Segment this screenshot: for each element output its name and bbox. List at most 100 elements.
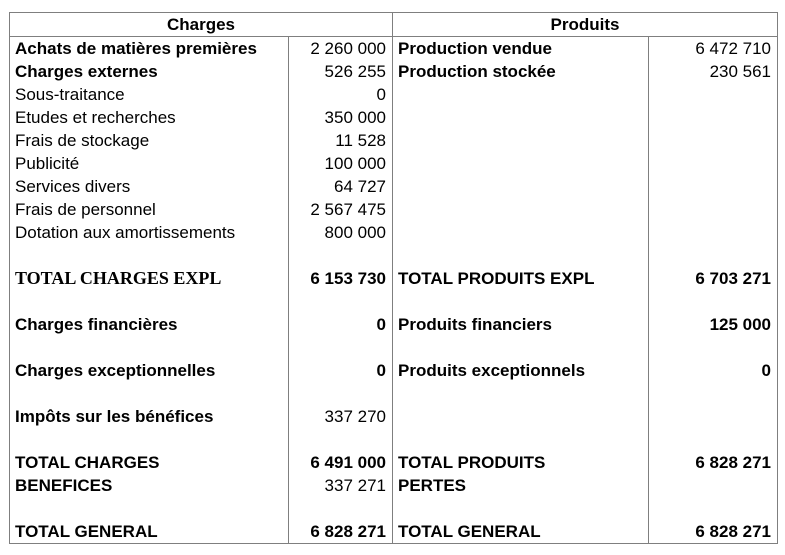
charges-label-cell: Charges financières: [9, 313, 289, 336]
charges-label-cell: Frais de stockage: [9, 129, 289, 152]
charges-value-cell: 350 000: [288, 106, 393, 129]
produits-header: Produits: [392, 12, 778, 37]
charges-label-cell: Dotation aux amortissements: [9, 221, 289, 244]
charges-label-cell: Services divers: [9, 175, 289, 198]
produits-value-cell: [649, 198, 778, 221]
charges-label-cell: Charges exceptionnelles: [9, 359, 289, 382]
charges-label-cell: Achats de matières premières: [9, 36, 289, 60]
charges-value-cell: 526 255: [288, 60, 393, 83]
charges-label-cell: BENEFICES: [9, 474, 289, 497]
charges-label-cell: [9, 244, 289, 267]
row-charges-externes: Charges externes 526 255 Production stoc…: [9, 60, 778, 83]
charges-label-cell: Charges externes: [9, 60, 289, 83]
charges-label-cell: [9, 382, 289, 405]
produits-value-cell: [649, 290, 778, 313]
produits-value-cell: 125 000: [709, 314, 772, 334]
produits-value-cell: [649, 497, 778, 520]
charges-value-cell: [288, 336, 393, 359]
charges-value-cell: 0: [288, 359, 393, 382]
charges-value-cell: [288, 382, 393, 405]
produits-value-cell: 230 561: [709, 61, 772, 81]
row-total-general: TOTAL GENERAL 6 828 271 TOTAL GENERAL 6 …: [9, 520, 778, 544]
header-row: Charges Produits: [9, 12, 778, 37]
charges-label-cell: Impôts sur les bénéfices: [9, 405, 289, 428]
charges-label-cell: [9, 428, 289, 451]
charges-label-cell: TOTAL CHARGES EXPL: [9, 267, 289, 290]
produits-label-cell: [392, 198, 649, 221]
produits-value-cell: [649, 83, 778, 106]
produits-value-cell: [649, 336, 778, 359]
produits-label-cell: [392, 83, 649, 106]
produits-label-cell: [392, 106, 649, 129]
charges-value-cell: 2 260 000: [288, 36, 393, 60]
row-financier: Charges financières 0 Produits financier…: [9, 313, 778, 336]
row-exceptionnel: Charges exceptionnelles 0 Produits excep…: [9, 359, 778, 382]
charges-value-cell: [288, 244, 393, 267]
produits-value-cell: [649, 382, 778, 405]
produits-label-cell: [392, 290, 649, 313]
charges-label-cell: TOTAL GENERAL: [9, 520, 289, 544]
charges-label-cell: [9, 336, 289, 359]
produits-value-cell: 6 828 271: [695, 521, 772, 541]
charges-value-cell: [288, 497, 393, 520]
spacer-row: [9, 290, 778, 313]
produits-value-cell: 0: [761, 360, 772, 380]
charges-value-cell: 337 270: [288, 405, 393, 428]
charges-label-cell: [9, 497, 289, 520]
row-sous-traitance: Sous-traitance 0: [9, 83, 778, 106]
spacer-row: [9, 336, 778, 359]
produits-value-cell: 6 703 271: [695, 268, 772, 288]
produits-value-cell: [649, 405, 778, 428]
charges-value-cell: [288, 428, 393, 451]
produits-label-cell: PERTES: [392, 474, 649, 497]
charges-value-cell: 800 000: [288, 221, 393, 244]
produits-label-cell: Produits exceptionnels: [392, 359, 649, 382]
charges-label-cell: TOTAL CHARGES: [9, 451, 289, 474]
produits-value-cell: [649, 221, 778, 244]
row-achats-matieres: Achats de matières premières 2 260 000 P…: [9, 36, 778, 60]
produits-value-cell: [649, 428, 778, 451]
produits-label-cell: [392, 175, 649, 198]
produits-value-cell: [649, 244, 778, 267]
charges-label-cell: Frais de personnel: [9, 198, 289, 221]
produits-label-cell: Production stockée: [392, 60, 649, 83]
spacer-row: [9, 428, 778, 451]
produits-label-cell: [392, 244, 649, 267]
charges-label-cell: Sous-traitance: [9, 83, 289, 106]
produits-value-cell: [649, 129, 778, 152]
row-services-divers: Services divers 64 727: [9, 175, 778, 198]
produits-label-cell: TOTAL PRODUITS: [392, 451, 649, 474]
row-frais-personnel: Frais de personnel 2 567 475: [9, 198, 778, 221]
charges-value-cell: 337 271: [288, 474, 393, 497]
produits-label-cell: Production vendue: [392, 36, 649, 60]
charges-value-cell: 100 000: [288, 152, 393, 175]
row-impots-benefices: Impôts sur les bénéfices 337 270: [9, 405, 778, 428]
row-total-charges-produits: TOTAL CHARGES 6 491 000 TOTAL PRODUITS 6…: [9, 451, 778, 474]
produits-value-cell: [649, 106, 778, 129]
charges-value-cell: 0: [288, 313, 393, 336]
charges-value-cell: 64 727: [288, 175, 393, 198]
produits-label-cell: [392, 382, 649, 405]
produits-label-cell: [392, 152, 649, 175]
income-statement-table: Charges Produits Achats de matières prem…: [9, 12, 779, 544]
charges-header: Charges: [9, 12, 393, 37]
spacer-row: [9, 244, 778, 267]
charges-value-cell: 6 491 000: [288, 451, 393, 474]
row-publicite: Publicité 100 000: [9, 152, 778, 175]
charges-label-cell: Publicité: [9, 152, 289, 175]
produits-value-cell: [649, 152, 778, 175]
spacer-row: [9, 382, 778, 405]
charges-value-cell: 0: [288, 83, 393, 106]
charges-value-cell: [288, 290, 393, 313]
row-dotation-amortissements: Dotation aux amortissements 800 000: [9, 221, 778, 244]
produits-label-cell: [392, 428, 649, 451]
produits-label-cell: TOTAL GENERAL: [392, 520, 649, 544]
produits-value-cell: [649, 175, 778, 198]
charges-value-cell: 6 153 730: [288, 267, 393, 290]
produits-value-cell: 6 828 271: [695, 452, 772, 472]
produits-value-cell: [649, 474, 778, 497]
row-frais-stockage: Frais de stockage 11 528: [9, 129, 778, 152]
charges-value-cell: 11 528: [288, 129, 393, 152]
produits-label-cell: [392, 497, 649, 520]
